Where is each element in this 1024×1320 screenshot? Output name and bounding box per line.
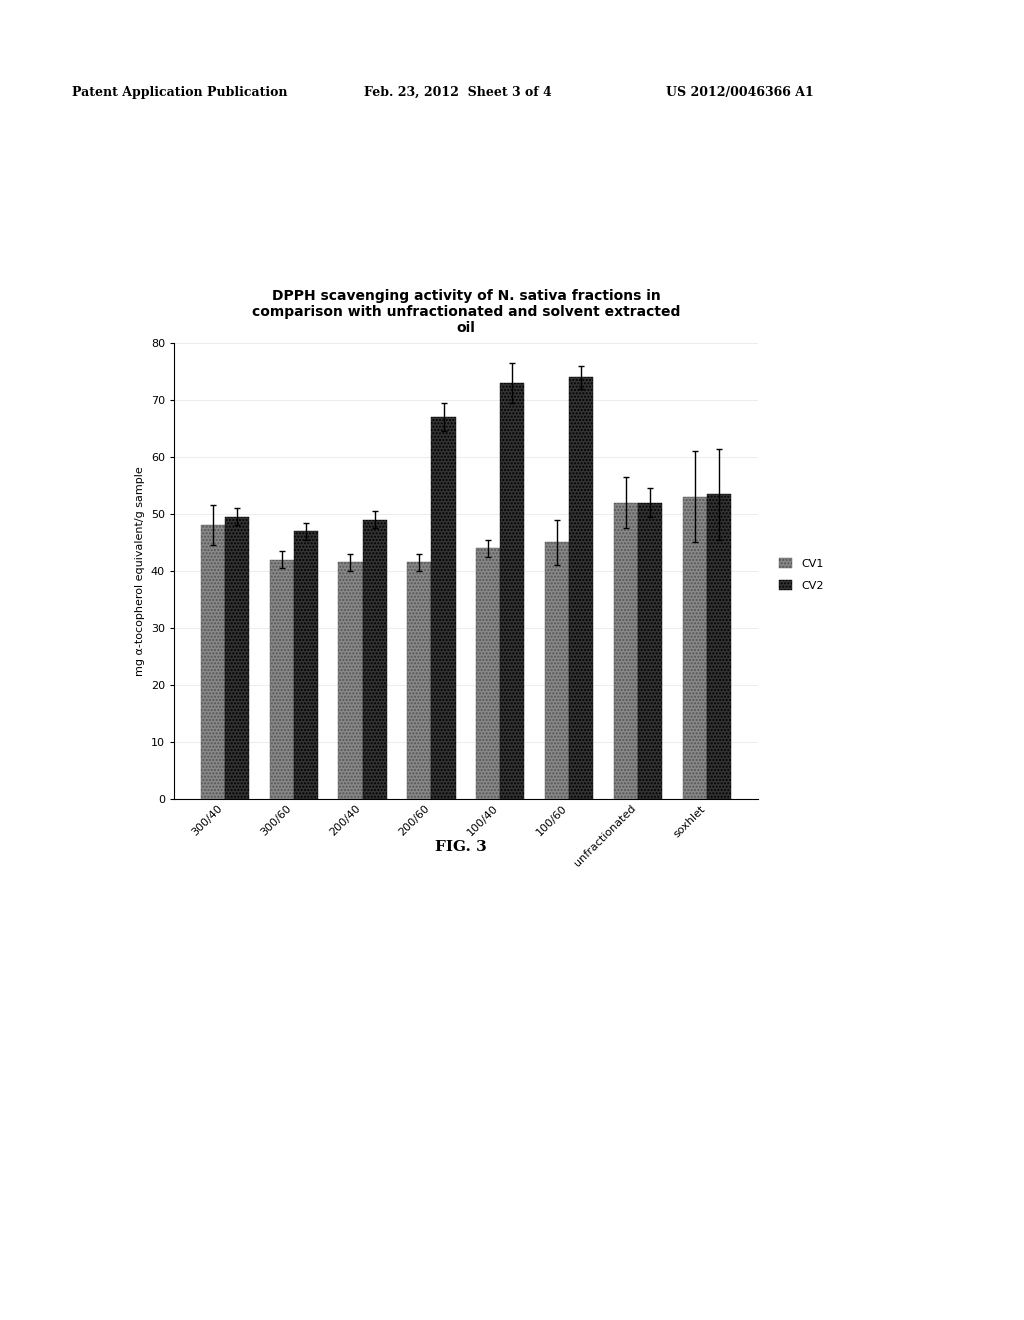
- Bar: [431, 417, 456, 799]
- Bar: [683, 496, 708, 799]
- Bar: [362, 520, 387, 799]
- Title: DPPH scavenging activity of N. sativa fractions in
comparison with unfractionate: DPPH scavenging activity of N. sativa fr…: [252, 289, 680, 335]
- Legend: CV1, CV2: CV1, CV2: [778, 558, 823, 590]
- Bar: [569, 378, 593, 799]
- Bar: [708, 494, 731, 799]
- Bar: [294, 531, 317, 799]
- Text: Feb. 23, 2012  Sheet 3 of 4: Feb. 23, 2012 Sheet 3 of 4: [364, 86, 551, 99]
- Bar: [224, 517, 249, 799]
- Text: US 2012/0046366 A1: US 2012/0046366 A1: [666, 86, 813, 99]
- Bar: [339, 562, 362, 799]
- Bar: [201, 525, 224, 799]
- Bar: [269, 560, 294, 799]
- Bar: [408, 562, 431, 799]
- Bar: [501, 383, 524, 799]
- Y-axis label: mg α-tocopherol equivalent/g sample: mg α-tocopherol equivalent/g sample: [135, 466, 145, 676]
- Bar: [476, 548, 501, 799]
- Bar: [545, 543, 569, 799]
- Text: FIG. 3: FIG. 3: [435, 841, 486, 854]
- Bar: [638, 503, 663, 799]
- Bar: [614, 503, 638, 799]
- Text: Patent Application Publication: Patent Application Publication: [72, 86, 287, 99]
